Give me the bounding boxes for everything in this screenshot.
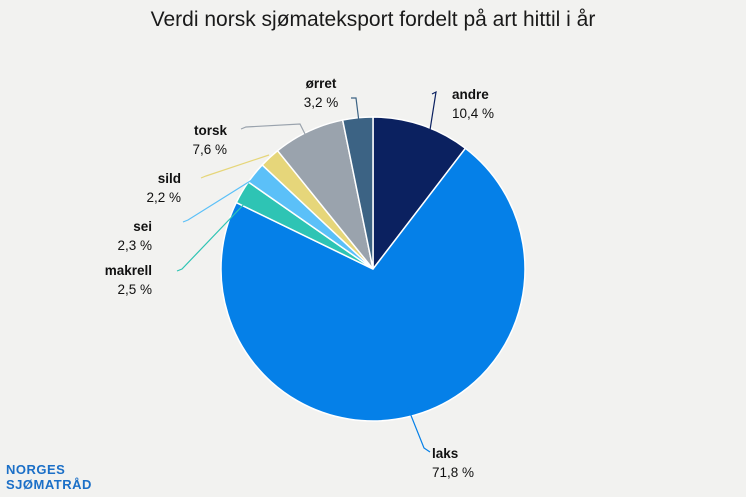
slice-label-value-ørret: 3,2 % [304,95,339,110]
pie-slice-ørret [341,116,374,270]
leader-line-makrell [176,199,249,272]
slice-labels: andre 10,4 % laks 71,8 % makrell 2,5 % sei 2,3 … [105,76,494,480]
slice-label-name-laks: laks [432,446,458,461]
logo-line-1: NORGES [6,462,66,477]
leader-line-laks [407,407,431,453]
slice-label-name-sei: sei [133,219,152,234]
slice-label-name-torsk: torsk [194,123,228,138]
leader-lines [176,90,437,453]
logo-line-2: SJØMATRÅD [6,477,92,492]
leader-line-andre [429,90,437,131]
chart-title: Verdi norsk sjømateksport fordelt på art… [150,8,596,31]
norges-sjomatrad-logo: NORGES SJØMATRÅD [6,462,92,492]
slice-label-value-andre: 10,4 % [452,106,494,121]
slice-label-name-makrell: makrell [105,263,152,278]
slice-label-name-andre: andre [452,87,489,102]
leader-line-sei [182,177,256,223]
leader-line-ørret [351,97,360,123]
slice-label-name-sild: sild [158,171,181,186]
slice-label-value-sei: 2,3 % [117,238,152,253]
slice-label-value-makrell: 2,5 % [117,282,152,297]
slice-label-value-torsk: 7,6 % [192,142,227,157]
leader-line-torsk [240,123,308,139]
slice-label-value-laks: 71,8 % [432,465,474,480]
pie-slices [220,116,526,422]
slice-label-value-sild: 2,2 % [146,190,181,205]
slice-label-name-ørret: ørret [306,76,337,91]
leader-line-sild [200,154,270,179]
pie-slice-laks [220,147,526,422]
pie-slice-andre [372,116,467,272]
